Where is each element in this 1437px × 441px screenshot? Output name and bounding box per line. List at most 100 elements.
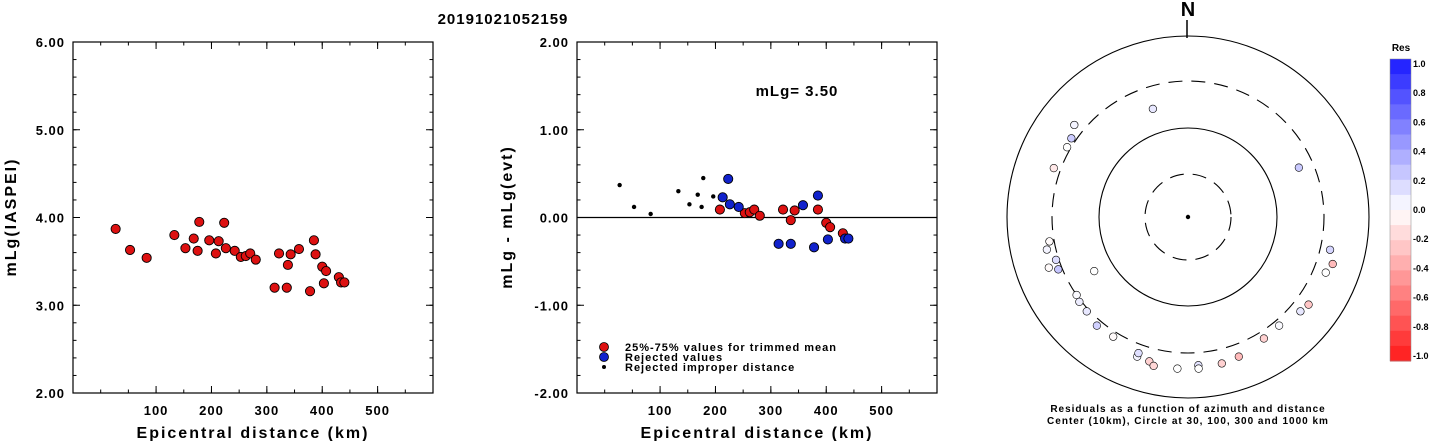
colorbar-frame [1389,58,1412,362]
left-x-tick-label: 500 [365,403,390,418]
colorbar-tick-label: 0.8 [1413,88,1426,98]
polar-station-point [1044,263,1053,272]
middle-x-tick-label: 200 [703,403,728,418]
polar-station-point [1234,352,1243,361]
colorbar-tick-label: 0.4 [1413,147,1426,157]
polar-station-point [1134,349,1143,358]
middle-data-point-improper [631,204,637,210]
legend-label-improper: Rejected improper distance [625,362,795,374]
left-data-point [220,243,231,254]
middle-data-point [825,222,836,233]
colorbar-cell [1390,134,1411,151]
polar-points [1042,104,1337,373]
left-points [110,216,350,297]
middle-data-point [777,204,789,215]
left-y-axis-label: mLg(IASPEI) [3,158,20,277]
middle-data-point [822,234,833,245]
colorbar-tick-label: -0.8 [1413,322,1429,332]
middle-data-point [717,192,728,203]
left-data-point [188,233,199,244]
polar-station-point [1070,120,1079,130]
polar-station-point [1092,321,1101,330]
colorbar-cell [1390,119,1411,135]
left-y-tick-label: 5.00 [36,123,65,138]
left-data-point [285,249,296,260]
middle-data-point-improper [676,188,681,194]
polar-station-point [1294,163,1303,172]
legend-label-rejected: Rejected values [625,352,723,364]
colorbar-cell [1390,164,1411,181]
colorbar-tick-label: -0.6 [1413,293,1429,303]
middle-ticks: 100 200 300 400 500 -2.00 -1.00 0.00 1.00 2.00 [534,35,938,418]
colorbar-cell [1390,300,1411,317]
polar-station-point [1149,361,1158,370]
left-x-axis-label: Epicentral distance (km) [137,425,370,441]
left-data-point [269,282,280,293]
polar-station-point [1049,164,1058,173]
north-label: N [1181,0,1195,21]
middle-data-point [754,210,765,221]
left-plot-frame [72,41,434,394]
colorbar-tick-label: 0.2 [1413,176,1426,186]
middle-data-point-improper [711,194,716,199]
left-x-tick-label: 400 [310,403,335,418]
middle-y-tick-label: 2.00 [540,35,569,50]
polar-station-point [1063,143,1072,152]
left-data-point [250,254,261,265]
colorbar-cell [1390,255,1411,271]
polar-station-point [1042,245,1051,254]
ring-30km [1144,173,1232,261]
polar-caption-line-1: Residuals as a function of azimuth and d… [1050,404,1325,415]
polar-station-point [1217,359,1226,368]
left-data-point [229,245,240,256]
polar-station-point [1321,268,1330,277]
middle-y-tick-label: 1.00 [540,123,569,138]
middle-data-point [724,199,735,210]
left-y-tick-label: 6.00 [36,35,65,50]
left-y-tick-label: 3.00 [36,298,65,313]
middle-data-point-improper [617,182,622,188]
left-data-point [308,235,319,246]
legend-label-trimmed: 25%-75% values for trimmed mean [625,342,837,354]
polar-center-point [1185,214,1191,220]
polar-station-point [1067,134,1076,143]
legend: 25%-75% values for trimmed mean Rejected… [599,342,837,374]
middle-data-point [843,233,854,244]
polar-station-point [1109,332,1118,341]
distance-rings [1006,35,1370,399]
polar-station-point [1082,307,1091,316]
middle-data-point-improper [648,211,653,217]
colorbar-cell [1390,104,1411,120]
polar-station-point [1259,334,1268,343]
middle-data-point [789,205,800,216]
left-data-point [282,259,293,270]
polar-station-point [1054,265,1063,274]
middle-data-point-improper [695,192,700,197]
left-x-tick-label: 300 [254,403,279,418]
polar-station-point [1194,364,1203,373]
colorbar-title: Res [1392,43,1411,54]
polar-station-point [1075,297,1084,306]
colorbar-cell [1390,240,1411,256]
left-data-point [318,278,329,289]
middle-data-point [714,204,725,215]
middle-y-tick-label: 0.00 [540,211,569,226]
middle-x-tick-label: 100 [648,403,673,418]
middle-y-tick-label: -1.00 [534,298,569,313]
left-data-point [321,265,332,277]
left-data-point [281,282,292,293]
middle-x-tick-label: 300 [758,403,783,418]
middle-panel: 100 200 300 400 500 -2.00 -1.00 0.00 1.00 2.00 mL… [499,35,938,441]
colorbar-cell [1390,330,1411,347]
figure-title: 20191021052159 [438,11,569,28]
left-data-point [213,236,224,247]
left-data-point [110,223,121,234]
colorbar-tick-label: -0.4 [1413,263,1429,273]
colorbar-cell [1390,345,1411,362]
left-data-point [219,217,230,228]
colorbar-cell [1390,285,1411,302]
polar-station-point [1328,259,1337,269]
left-data-point [210,248,221,259]
legend-marker-improper [602,365,606,369]
left-y-tick-label: 2.00 [36,386,65,401]
